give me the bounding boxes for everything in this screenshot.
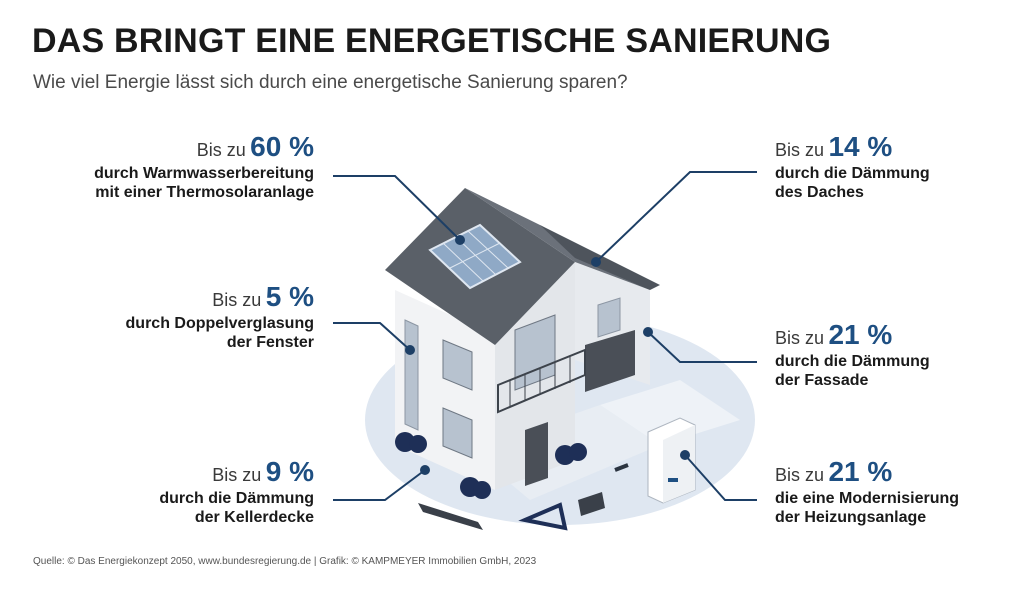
callout-facade-prefix: Bis zu xyxy=(775,328,825,348)
source-credit: Quelle: © Das Energiekonzept 2050, www.b… xyxy=(33,556,537,567)
callout-basement-prefix: Bis zu xyxy=(212,465,262,485)
callout-heating: Bis zu 21 % die eine Modernisierung der … xyxy=(775,455,959,527)
callout-window-percent: 5 % xyxy=(265,281,314,312)
callout-basement-line2: der Kellerdecke xyxy=(194,508,314,526)
callout-heating-line2: der Heizungsanlage xyxy=(775,508,927,526)
callout-window-line1: durch Doppelverglasung xyxy=(125,314,314,332)
callout-window-line2: der Fenster xyxy=(226,333,314,351)
callout-basement-percent: 9 % xyxy=(265,456,314,487)
callout-solar: Bis zu 60 % durch Warmwasserbereitung mi… xyxy=(94,130,314,202)
callout-roof-prefix: Bis zu xyxy=(775,140,825,160)
callout-roof: Bis zu 14 % durch die Dämmung des Daches xyxy=(775,130,930,202)
callout-roof-line1: durch die Dämmung xyxy=(775,164,930,182)
solar-panel-shape xyxy=(428,223,522,290)
callout-window-prefix: Bis zu xyxy=(212,290,262,310)
page-subtitle: Wie viel Energie lässt sich durch eine e… xyxy=(33,72,628,93)
callout-roof-percent: 14 % xyxy=(828,131,893,162)
callout-solar-line2: mit einer Thermosolaranlage xyxy=(95,183,314,201)
callout-basement: Bis zu 9 % durch die Dämmung der Kellerd… xyxy=(159,455,314,527)
callout-window: Bis zu 5 % durch Doppelverglasung der Fe… xyxy=(126,280,314,352)
callout-solar-line1: durch Warmwasserbereitung xyxy=(94,164,314,182)
page-title: DAS BRINGT EINE ENERGETISCHE SANIERUNG xyxy=(32,22,832,60)
callout-facade-line2: der Fassade xyxy=(775,371,869,389)
callout-basement-line1: durch die Dämmung xyxy=(159,489,314,507)
callout-facade-line1: durch die Dämmung xyxy=(775,352,930,370)
callout-facade: Bis zu 21 % durch die Dämmung der Fassad… xyxy=(775,318,930,390)
callout-heating-percent: 21 % xyxy=(828,456,893,487)
callout-solar-prefix: Bis zu xyxy=(196,140,246,160)
callout-solar-percent: 60 % xyxy=(250,131,314,162)
callout-facade-percent: 21 % xyxy=(828,319,893,350)
callout-roof-line2: des Daches xyxy=(775,183,864,201)
callout-heating-line1: die eine Modernisierung xyxy=(775,489,960,507)
callout-heating-prefix: Bis zu xyxy=(775,465,825,485)
